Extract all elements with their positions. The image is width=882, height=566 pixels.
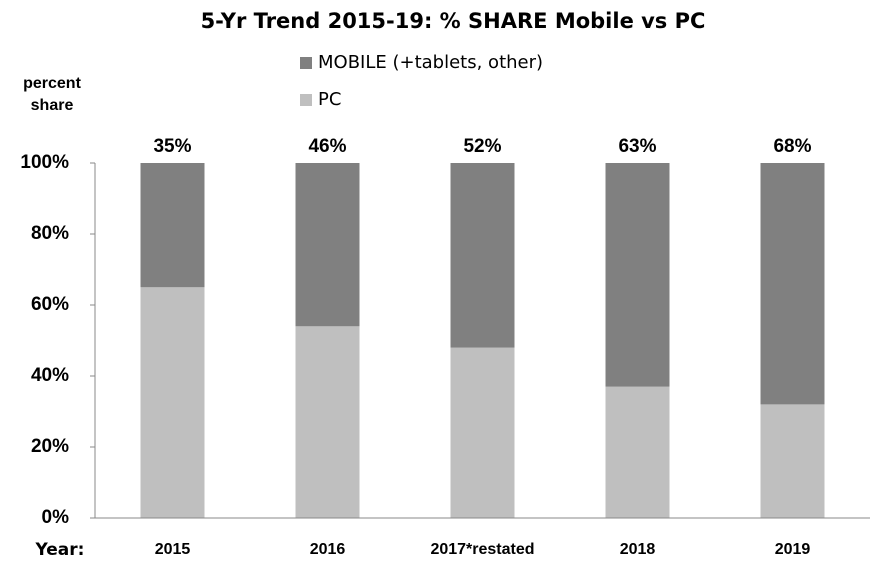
bar-segment xyxy=(295,326,360,518)
data-label: 63% xyxy=(618,136,656,157)
y-axis-label: share xyxy=(31,97,74,114)
legend-swatch xyxy=(300,57,312,69)
y-tick-label: 40% xyxy=(31,365,69,386)
x-tick-label: 2017*restated xyxy=(430,541,534,558)
legend-label: MOBILE (+tablets, other) xyxy=(318,52,543,73)
bar-segment xyxy=(450,163,515,348)
bar-segment xyxy=(140,287,205,518)
y-tick-label: 100% xyxy=(20,152,69,173)
x-tick-label: 2016 xyxy=(310,541,346,558)
y-tick-label: 60% xyxy=(31,294,69,315)
data-label: 68% xyxy=(773,136,811,157)
bar-segment xyxy=(295,163,360,327)
bar-segment xyxy=(760,404,825,518)
bar-segment xyxy=(450,347,515,518)
chart-title: 5-Yr Trend 2015-19: % SHARE Mobile vs PC xyxy=(201,9,706,33)
legend-label: PC xyxy=(318,89,341,110)
y-tick-label: 80% xyxy=(31,223,69,244)
data-label: 52% xyxy=(463,136,501,157)
y-tick-label: 20% xyxy=(31,436,69,457)
bar-segment xyxy=(605,386,670,518)
bar-segment xyxy=(605,163,670,387)
x-tick-label: 2019 xyxy=(775,541,811,558)
x-tick-label: 2015 xyxy=(155,541,191,558)
x-tick-label: 2018 xyxy=(620,541,656,558)
y-axis-label: percent xyxy=(23,75,81,92)
bar-segment xyxy=(140,163,205,288)
legend-swatch xyxy=(300,94,312,106)
x-axis-label: Year: xyxy=(35,540,85,560)
data-label: 46% xyxy=(308,136,346,157)
bar-segment xyxy=(760,163,825,405)
data-label: 35% xyxy=(153,136,191,157)
y-tick-label: 0% xyxy=(42,507,70,528)
